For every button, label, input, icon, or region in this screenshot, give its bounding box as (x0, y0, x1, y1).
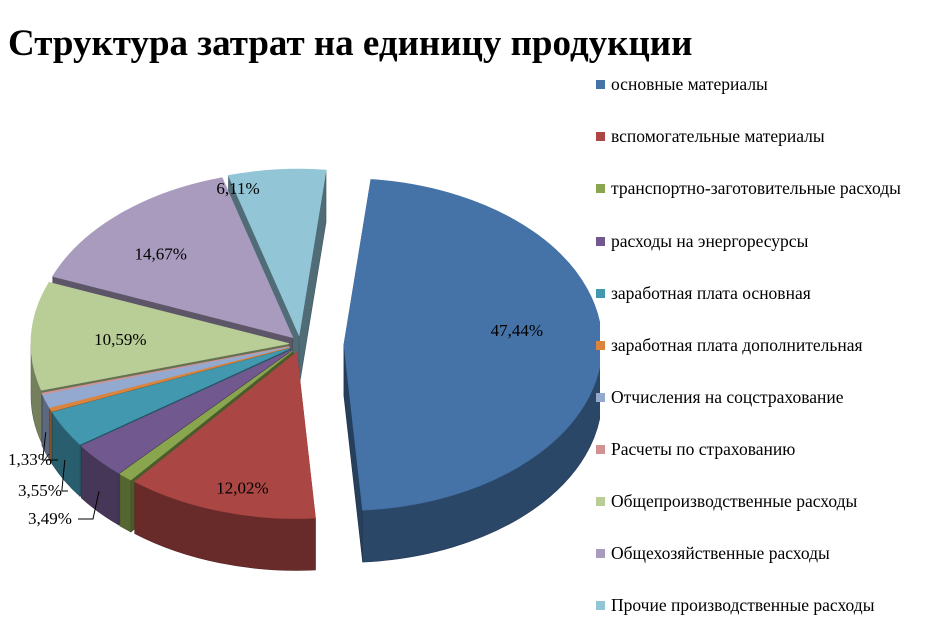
legend-swatch (596, 497, 605, 506)
legend-item: Общепроизводственные расходы (596, 491, 946, 512)
pie-slice (41, 346, 290, 409)
leader-line (61, 460, 68, 492)
legend-swatch (596, 132, 605, 141)
pie-slice (49, 346, 290, 412)
legend-item: Прочие производственные расходы (596, 595, 946, 616)
legend-item: заработная плата основная (596, 283, 946, 304)
pie-slice (41, 346, 290, 395)
legend-swatch (596, 237, 605, 246)
legend-label: основные материалы (611, 74, 768, 94)
legend-item: Отчисления на соцстрахование (596, 387, 946, 408)
data-label: 14,67% (135, 245, 187, 264)
legend-label: Прочие производственные расходы (611, 595, 875, 615)
legend-item: заработная плата дополнительная (596, 335, 946, 356)
pie-slice (343, 179, 600, 511)
chart-title: Структура затрат на единицу продукции (8, 23, 693, 64)
data-label: 10,59% (94, 330, 146, 349)
legend-item: Расчеты по страхованию (596, 439, 946, 460)
legend-label: Общепроизводственные расходы (611, 491, 858, 511)
legend-label: вспомогательные материалы (611, 126, 825, 146)
legend-item: основные материалы (596, 74, 946, 95)
pie-slice (52, 177, 294, 339)
pie-slice (80, 349, 293, 474)
data-label: 3,55% (18, 481, 62, 500)
legend-swatch (596, 341, 605, 350)
legend-label: Расчеты по страхованию (611, 439, 796, 459)
legend-label: транспортно-заготовительные расходы (611, 178, 901, 198)
pie-slice (134, 351, 316, 519)
legend-swatch (596, 184, 605, 193)
legend-item: вспомогательные материалы (596, 126, 946, 147)
pie-slice (51, 347, 291, 445)
legend-label: расходы на энергоресурсы (611, 231, 809, 251)
legend-swatch (596, 289, 605, 298)
legend-label: заработная плата основная (611, 283, 811, 303)
data-label: 1,33% (8, 450, 52, 469)
legend-swatch (596, 393, 605, 402)
leader-line (78, 491, 100, 520)
pie-slice-side (119, 473, 132, 533)
legend-swatch (596, 549, 605, 558)
pie-chart: 47,44% 12,02% 3,49% 3,55% 1,33% 10,59% 14,67% 6… (8, 168, 600, 571)
pie-slice (227, 168, 327, 337)
data-label: 12,02% (216, 479, 268, 498)
legend-label: Общехозяйственные расходы (611, 543, 830, 563)
data-label: 47,44% (491, 321, 543, 340)
legend-item: Общехозяйственные расходы (596, 543, 946, 564)
legend-label: Отчисления на соцстрахование (611, 387, 844, 407)
legend-item: расходы на энергоресурсы (596, 231, 946, 252)
pie-slice (30, 282, 290, 391)
leader-line (42, 432, 58, 461)
data-label: 3,49% (28, 509, 72, 528)
legend-swatch (596, 601, 605, 610)
legend-swatch (596, 80, 605, 89)
legend-swatch (596, 445, 605, 454)
legend-label: заработная плата дополнительная (611, 335, 863, 355)
legend-item: транспортно-заготовительные расходы (596, 178, 946, 199)
pie-slice (119, 350, 294, 481)
data-label: 6,11% (216, 179, 259, 198)
